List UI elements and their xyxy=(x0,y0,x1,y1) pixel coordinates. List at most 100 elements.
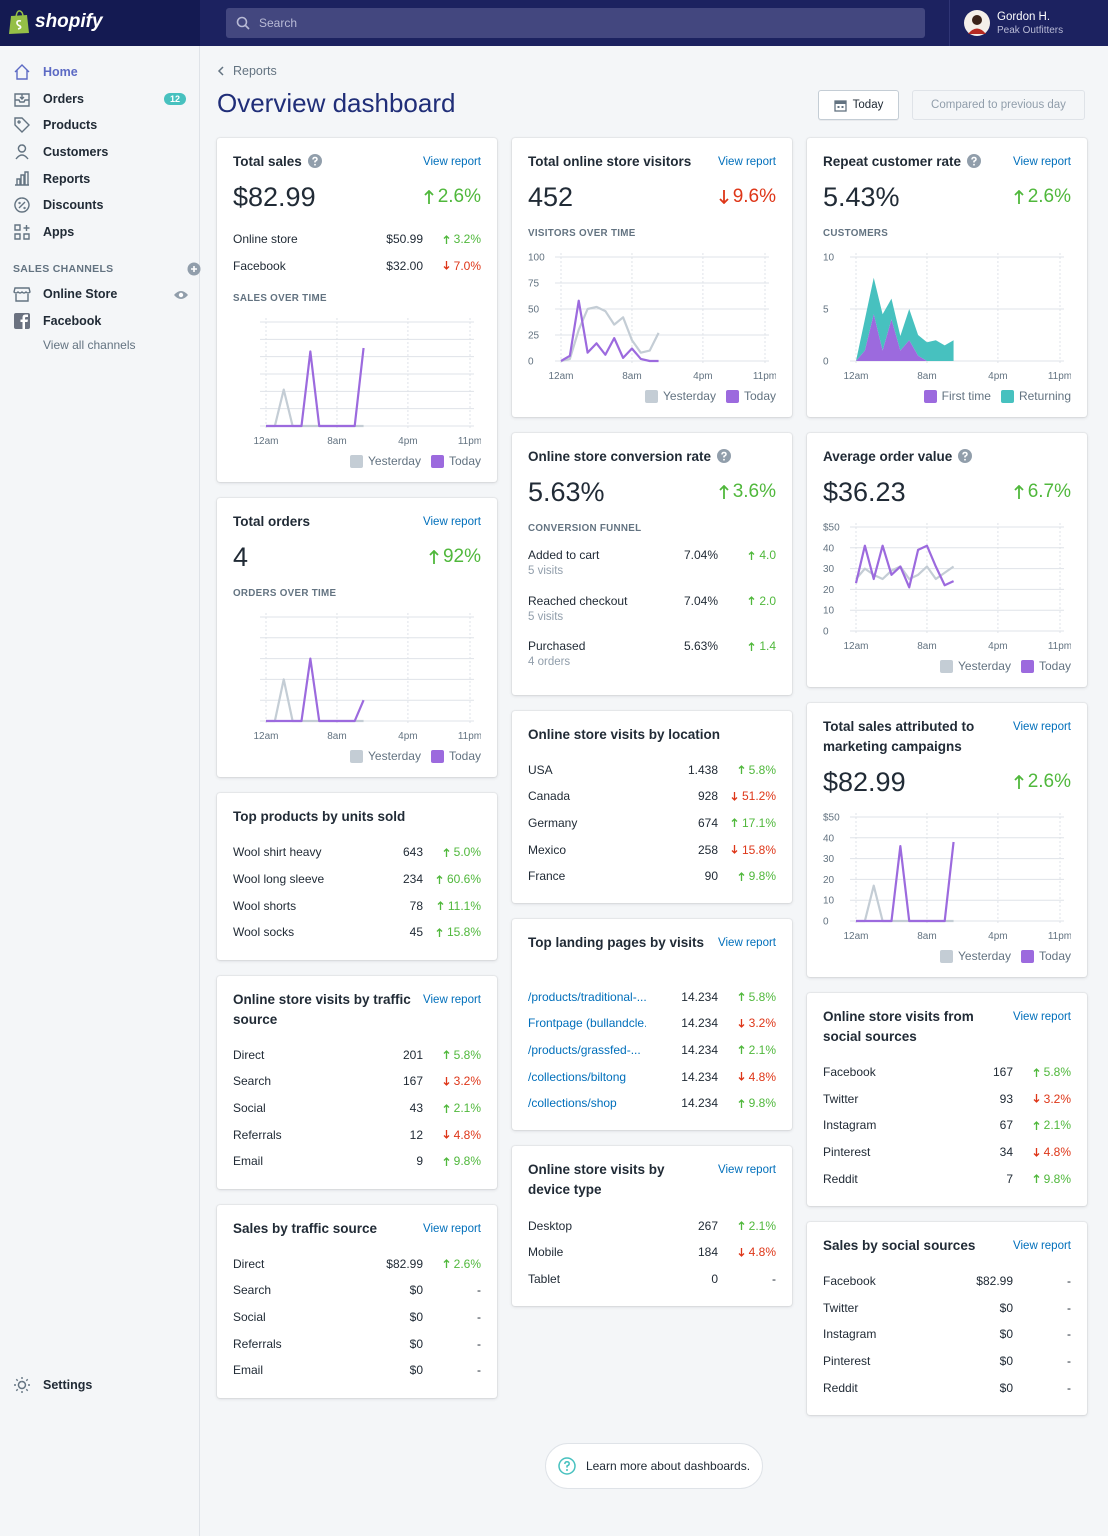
nav-item[interactable]: Orders 12 xyxy=(0,86,199,113)
nav-badge: 12 xyxy=(164,92,187,105)
card-title: Online store visits by device type xyxy=(528,1162,665,1198)
channel-item[interactable]: Facebook xyxy=(0,308,199,335)
trend-arrow xyxy=(1014,190,1024,204)
view-report-link[interactable]: View report xyxy=(1013,1239,1071,1252)
row-label: Direct xyxy=(233,1256,265,1271)
change-value: 3.6% xyxy=(732,481,776,502)
nav-item[interactable]: Apps xyxy=(0,219,199,246)
nav-item[interactable]: Discounts xyxy=(0,192,199,219)
funnel-value: 7.04% xyxy=(683,548,718,562)
breadcrumb[interactable]: Reports xyxy=(217,64,277,78)
chart: 0 10 20 30 40 $50 12am 8am 4pm 11pm xyxy=(823,813,1071,943)
card-title-wrap: Total sales xyxy=(233,152,415,172)
legend-label: Today xyxy=(448,454,481,469)
table-row: Email 9 9.8% xyxy=(233,1148,481,1175)
nav-item[interactable]: Customers xyxy=(0,139,199,166)
view-report-link[interactable]: View report xyxy=(718,156,776,168)
row-label: Reddit xyxy=(823,1171,858,1186)
table-row: Twitter 93 3.2% xyxy=(823,1086,1071,1113)
view-report-link[interactable]: View report xyxy=(423,1222,481,1235)
row-link[interactable]: /collections/biltong xyxy=(528,1069,627,1084)
table: USA 1.438 5.8% Canada 928 51.2% Germany 674 17.1… xyxy=(528,757,776,890)
x-tick-label: 11pm xyxy=(458,436,481,447)
area xyxy=(856,277,954,361)
change-value: 2.1% xyxy=(1043,1118,1071,1133)
icon xyxy=(13,287,31,302)
view-report-link[interactable]: View report xyxy=(718,1164,776,1177)
row-link[interactable]: /products/grassfed-... xyxy=(528,1042,641,1057)
row-link[interactable]: Frontpage (bullandcle... xyxy=(528,1016,646,1031)
icon-shape xyxy=(14,64,30,80)
view-all-channels[interactable]: View all channels xyxy=(43,338,136,353)
trend-arrow xyxy=(731,818,738,828)
compare-button[interactable]: Compared to previous day xyxy=(912,90,1085,120)
legend: Yesterday Today xyxy=(823,949,1071,963)
metric-value: 452 xyxy=(528,181,574,212)
brand[interactable]: shopify xyxy=(35,11,103,32)
section-label: CONVERSION FUNNEL xyxy=(528,523,642,534)
row-value: 45 xyxy=(409,925,423,940)
row-label: Referrals xyxy=(233,1336,282,1351)
view-report-link[interactable]: View report xyxy=(423,993,481,1006)
card-title: Average order value xyxy=(823,449,953,464)
change-value: - xyxy=(772,1271,776,1286)
row-link[interactable]: /collections/shop xyxy=(528,1096,617,1111)
row-label: Reddit xyxy=(823,1380,858,1395)
card-title-wrap: Sales by traffic source xyxy=(233,1219,415,1239)
card-header: Online store visits by traffic source Vie… xyxy=(233,990,481,1030)
y-tick-label: 30 xyxy=(823,564,835,575)
arrow-shape xyxy=(731,791,738,801)
table-row: USA 1.438 5.8% xyxy=(528,757,776,784)
row-value: 0 xyxy=(711,1271,718,1286)
view-report-link[interactable]: View report xyxy=(1013,156,1071,168)
user-menu[interactable]: Gordon H. Peak Outfitters xyxy=(949,0,1108,46)
change: 5.0% xyxy=(423,845,481,859)
sidebar: Home Orders 12 Products Customers Reports Disc… xyxy=(0,46,201,1536)
card-header: Top products by units sold xyxy=(233,807,481,827)
add-channel-icon[interactable] xyxy=(187,262,201,276)
trend-arrow xyxy=(738,765,745,775)
card: Repeat customer rate View report 5.43% 2.6%… xyxy=(807,138,1087,417)
help-icon xyxy=(958,449,973,463)
change: 51.2% xyxy=(718,789,776,803)
nav-item[interactable]: Home xyxy=(0,59,199,86)
nav-item[interactable]: Products xyxy=(0,112,199,139)
channel-item[interactable]: Online Store xyxy=(0,281,199,308)
change: 2.1% xyxy=(718,1043,776,1057)
trend-arrow xyxy=(748,641,755,651)
table-row: Direct 201 5.8% xyxy=(233,1042,481,1069)
view-report-link[interactable]: View report xyxy=(718,937,776,950)
settings-item[interactable]: Settings xyxy=(0,1372,200,1399)
arrow-shape xyxy=(443,1156,450,1166)
row-value: 1.438 xyxy=(687,762,718,777)
icon xyxy=(14,1377,30,1393)
card-header: Online store conversion rate xyxy=(528,447,776,467)
search-box[interactable]: Search xyxy=(226,8,925,38)
arrow-shape xyxy=(1014,190,1024,204)
view-report-link[interactable]: View report xyxy=(423,156,481,168)
view-report-link[interactable]: View report xyxy=(423,516,481,529)
funnel-value: 7.04% xyxy=(683,593,718,608)
help-pill[interactable]: Learn more about dashboards. xyxy=(545,1443,763,1489)
legend-swatch xyxy=(350,749,364,763)
view-report-link[interactable]: View report xyxy=(1013,721,1071,733)
change-value: 2.1% xyxy=(748,1042,776,1057)
column: Total sales View report $82.99 2.6% Online s… xyxy=(217,138,497,1415)
y-tick-label: 40 xyxy=(823,833,835,844)
date-button[interactable]: Today xyxy=(818,90,899,120)
view-report-link[interactable]: View report xyxy=(1013,1011,1071,1023)
change-value: - xyxy=(477,1363,481,1378)
card-title-wrap: Top products by units sold xyxy=(233,807,481,827)
line xyxy=(266,348,365,428)
card: Online store visits by location USA 1.438 5… xyxy=(512,710,792,904)
row-link[interactable]: /products/traditional-... xyxy=(528,989,646,1004)
channel-label: Online Store xyxy=(43,287,118,302)
change: 9.8% xyxy=(718,1096,776,1110)
row-label: Mexico xyxy=(528,842,567,857)
row-value: $0 xyxy=(409,1310,423,1325)
metric-value: $82.99 xyxy=(823,766,906,797)
change: 7.0% xyxy=(423,259,481,273)
card-header: Total sales View report xyxy=(233,152,481,172)
nav-item[interactable]: Reports xyxy=(0,165,199,192)
row-label: Canada xyxy=(528,789,571,804)
